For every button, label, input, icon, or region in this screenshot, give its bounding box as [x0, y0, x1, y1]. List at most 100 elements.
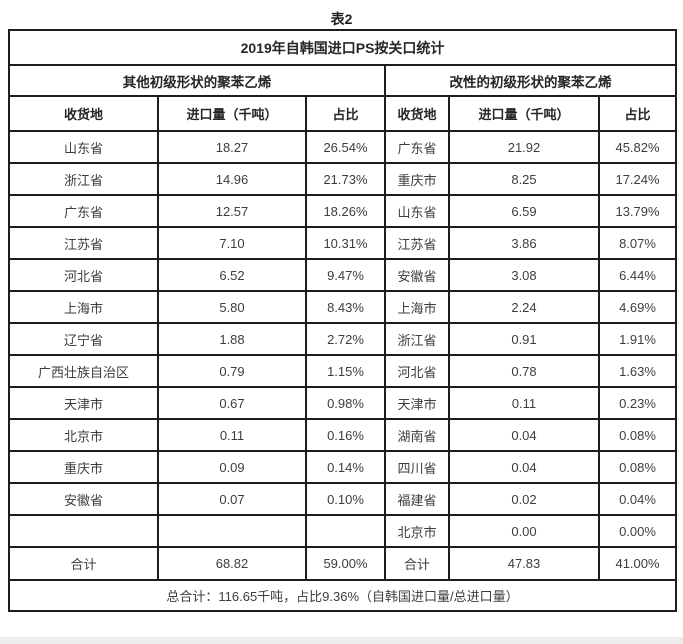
right-share-cell: 0.00% — [597, 514, 678, 548]
right-share-cell: 1.63% — [597, 354, 678, 388]
left-share-cell: 1.15% — [305, 354, 386, 388]
right-share-cell: 1.91% — [597, 322, 678, 356]
table-caption: 表2 — [330, 11, 353, 27]
right-destination-cell: 广东省 — [384, 130, 450, 164]
right-share-cell: 45.82% — [597, 130, 678, 164]
grand-total-text: 总合计：116.65千吨，占比9.36%（自韩国进口量/总进口量） — [7, 579, 678, 612]
left-volume-cell: 0.79 — [157, 354, 307, 388]
left-share-cell: 10.31% — [305, 226, 386, 260]
bottom-strip — [0, 637, 683, 644]
right-total-volume: 47.83 — [448, 546, 600, 581]
right-destination-cell: 天津市 — [384, 386, 450, 420]
table-row: 广东省 12.57 18.26% 山东省 6.59 13.79% — [8, 194, 678, 228]
left-share-cell: 18.26% — [305, 194, 386, 228]
table-title-row: 2019年自韩国进口PS按关口统计 — [7, 29, 678, 66]
left-total-label: 合计 — [8, 546, 159, 581]
right-share-cell: 17.24% — [597, 162, 678, 196]
left-destination-cell: 河北省 — [8, 258, 159, 292]
col-header-right-destination: 收货地 — [384, 95, 450, 132]
table-row: 辽宁省 1.88 2.72% 浙江省 0.91 1.91% — [8, 322, 678, 356]
left-destination-cell — [8, 514, 159, 548]
left-destination-cell: 上海市 — [8, 290, 159, 324]
table-row: 重庆市 0.09 0.14% 四川省 0.04 0.08% — [8, 450, 678, 484]
right-destination-cell: 四川省 — [384, 450, 450, 484]
right-destination-cell: 湖南省 — [384, 418, 450, 452]
left-destination-cell: 天津市 — [8, 386, 159, 420]
left-volume-cell: 0.67 — [157, 386, 307, 420]
left-volume-cell: 5.80 — [157, 290, 307, 324]
right-volume-cell: 0.04 — [448, 418, 600, 452]
table-title: 2019年自韩国进口PS按关口统计 — [7, 29, 678, 66]
totals-row: 合计 68.82 59.00% 合计 47.83 41.00% — [8, 546, 678, 581]
left-destination-cell: 广西壮族自治区 — [8, 354, 159, 388]
left-volume-cell: 12.57 — [157, 194, 307, 228]
right-volume-cell: 0.00 — [448, 514, 600, 548]
right-volume-cell: 0.91 — [448, 322, 600, 356]
right-volume-cell: 2.24 — [448, 290, 600, 324]
left-share-cell: 0.16% — [305, 418, 386, 452]
table-row: 安徽省 0.07 0.10% 福建省 0.02 0.04% — [8, 482, 678, 516]
table-body: 山东省 18.27 26.54% 广东省 21.92 45.82% 浙江省 14.96 21.7… — [8, 130, 678, 548]
right-destination-cell: 河北省 — [384, 354, 450, 388]
left-destination-cell: 重庆市 — [8, 450, 159, 484]
col-header-right-volume: 进口量（千吨） — [448, 95, 600, 132]
right-destination-cell: 福建省 — [384, 482, 450, 516]
right-share-cell: 0.04% — [597, 482, 678, 516]
table-row: 浙江省 14.96 21.73% 重庆市 8.25 17.24% — [8, 162, 678, 196]
table-row: 天津市 0.67 0.98% 天津市 0.11 0.23% — [8, 386, 678, 420]
left-volume-cell: 6.52 — [157, 258, 307, 292]
left-share-cell: 0.10% — [305, 482, 386, 516]
section-header-right: 改性的初级形状的聚苯乙烯 — [383, 64, 678, 97]
col-header-right-share: 占比 — [597, 95, 678, 132]
left-volume-cell: 0.11 — [157, 418, 307, 452]
right-share-cell: 0.08% — [597, 418, 678, 452]
right-destination-cell: 北京市 — [384, 514, 450, 548]
left-destination-cell: 安徽省 — [8, 482, 159, 516]
right-destination-cell: 重庆市 — [384, 162, 450, 196]
col-header-left-share: 占比 — [305, 95, 386, 132]
column-header-row: 收货地 进口量（千吨） 占比 收货地 进口量（千吨） 占比 — [8, 95, 678, 132]
left-share-cell: 8.43% — [305, 290, 386, 324]
right-volume-cell: 3.08 — [448, 258, 600, 292]
table-row: 山东省 18.27 26.54% 广东省 21.92 45.82% — [8, 130, 678, 164]
col-header-left-volume: 进口量（千吨） — [157, 95, 307, 132]
right-share-cell: 4.69% — [597, 290, 678, 324]
table-row: 北京市 0.00 0.00% — [8, 514, 678, 548]
right-volume-cell: 6.59 — [448, 194, 600, 228]
left-share-cell: 26.54% — [305, 130, 386, 164]
right-share-cell: 6.44% — [597, 258, 678, 292]
table-row: 上海市 5.80 8.43% 上海市 2.24 4.69% — [8, 290, 678, 324]
left-destination-cell: 山东省 — [8, 130, 159, 164]
col-header-left-destination: 收货地 — [8, 95, 159, 132]
table-row: 河北省 6.52 9.47% 安徽省 3.08 6.44% — [8, 258, 678, 292]
left-share-cell: 21.73% — [305, 162, 386, 196]
table-row: 广西壮族自治区 0.79 1.15% 河北省 0.78 1.63% — [8, 354, 678, 388]
right-volume-cell: 0.78 — [448, 354, 600, 388]
right-total-share: 41.00% — [597, 546, 678, 581]
right-share-cell: 8.07% — [597, 226, 678, 260]
left-volume-cell: 18.27 — [157, 130, 307, 164]
left-destination-cell: 浙江省 — [8, 162, 159, 196]
right-destination-cell: 浙江省 — [384, 322, 450, 356]
section-header-row: 其他初级形状的聚苯乙烯 改性的初级形状的聚苯乙烯 — [8, 64, 678, 97]
left-destination-cell: 广东省 — [8, 194, 159, 228]
right-share-cell: 0.23% — [597, 386, 678, 420]
right-total-label: 合计 — [384, 546, 450, 581]
right-destination-cell: 山东省 — [384, 194, 450, 228]
right-volume-cell: 3.86 — [448, 226, 600, 260]
left-total-volume: 68.82 — [157, 546, 307, 581]
right-volume-cell: 8.25 — [448, 162, 600, 196]
right-share-cell: 0.08% — [597, 450, 678, 484]
right-volume-cell: 0.02 — [448, 482, 600, 516]
left-share-cell: 0.98% — [305, 386, 386, 420]
grand-total-row: 总合计：116.65千吨，占比9.36%（自韩国进口量/总进口量） — [7, 579, 678, 612]
right-destination-cell: 上海市 — [384, 290, 450, 324]
left-volume-cell: 0.07 — [157, 482, 307, 516]
right-volume-cell: 0.11 — [448, 386, 600, 420]
left-destination-cell: 北京市 — [8, 418, 159, 452]
left-volume-cell: 0.09 — [157, 450, 307, 484]
right-volume-cell: 21.92 — [448, 130, 600, 164]
ps-import-stats-table: 2019年自韩国进口PS按关口统计 其他初级形状的聚苯乙烯 改性的初级形状的聚苯… — [7, 29, 678, 612]
right-share-cell: 13.79% — [597, 194, 678, 228]
